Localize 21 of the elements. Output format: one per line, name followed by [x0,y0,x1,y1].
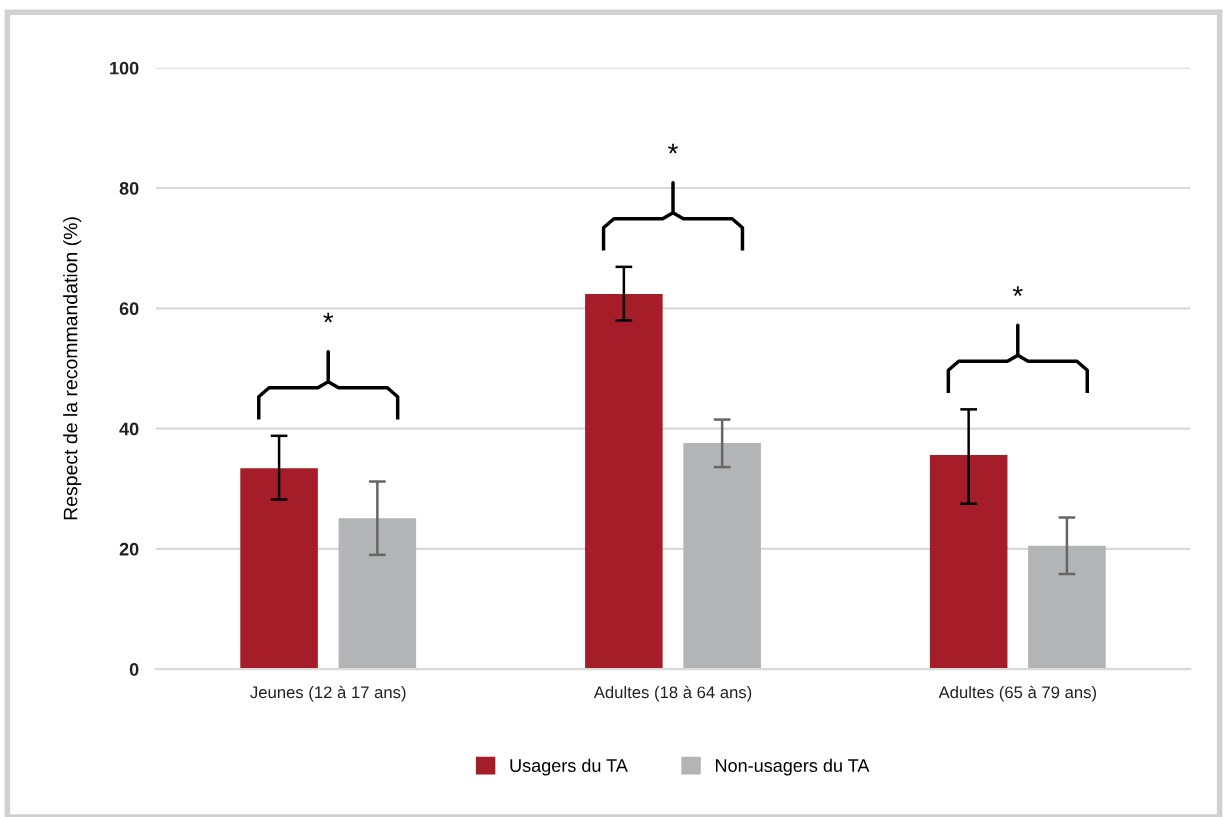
y-tick-label: 40 [119,422,139,436]
x-tick-label: Jeunes (12 à 17 ans) [250,685,406,702]
y-tick-label: 80 [119,182,139,195]
annotation: * [323,312,334,323]
bar [338,518,417,670]
legend-label: Non-usagers du TA [716,758,870,776]
y-tick-label: 20 [119,542,139,556]
bar [683,443,761,670]
annotation: * [668,143,678,154]
y-tick-label: 100 [110,61,139,75]
y-tick-label: 60 [119,302,139,316]
annotation: * [1012,286,1023,296]
y-tick-label: 0 [129,663,139,676]
bar [1028,545,1106,670]
bar [929,455,1008,670]
bar [585,293,663,670]
legend-label: Usagers du TA [510,758,628,776]
y-axis-title: Respect de la recommandation (%) [63,217,82,520]
x-tick-label: Adultes (65 à 79 ans) [938,685,1096,702]
x-tick-label: Adultes (18 à 64 ans) [593,685,752,702]
bar [240,468,318,670]
